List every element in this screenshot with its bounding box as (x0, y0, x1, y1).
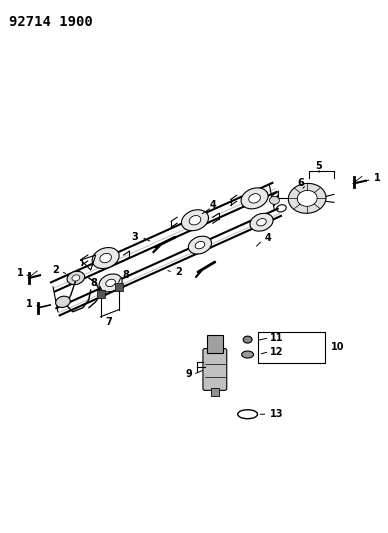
Text: 8: 8 (91, 278, 98, 288)
Text: 13: 13 (269, 409, 283, 419)
Bar (97, 290, 105, 298)
Text: 12: 12 (269, 346, 283, 357)
Text: 3: 3 (132, 232, 139, 242)
Text: 11: 11 (269, 333, 283, 343)
Text: 2: 2 (52, 265, 59, 275)
Text: 4: 4 (210, 200, 217, 211)
Bar (211, 389, 219, 397)
Text: 1: 1 (374, 173, 381, 183)
FancyBboxPatch shape (203, 349, 227, 390)
Ellipse shape (257, 219, 266, 226)
Ellipse shape (106, 279, 115, 287)
Text: 10: 10 (331, 342, 345, 352)
Text: 9: 9 (185, 369, 192, 379)
Text: 7: 7 (105, 317, 112, 327)
Ellipse shape (72, 275, 80, 281)
Bar (207, 335, 223, 352)
Ellipse shape (67, 271, 85, 285)
Ellipse shape (288, 183, 326, 213)
Text: 6: 6 (298, 179, 304, 189)
Text: 1: 1 (26, 299, 33, 309)
Text: 4: 4 (265, 233, 271, 243)
Ellipse shape (100, 253, 111, 263)
Text: 1: 1 (16, 268, 23, 278)
Ellipse shape (92, 247, 119, 269)
Ellipse shape (189, 215, 201, 225)
Ellipse shape (250, 213, 273, 231)
Ellipse shape (55, 296, 70, 308)
Ellipse shape (297, 190, 317, 206)
Ellipse shape (243, 336, 252, 343)
Ellipse shape (269, 196, 279, 204)
Bar (114, 283, 123, 291)
Ellipse shape (249, 193, 260, 203)
Text: 8: 8 (123, 270, 129, 280)
Ellipse shape (242, 351, 254, 358)
Ellipse shape (182, 210, 208, 231)
Bar (258, 332, 325, 364)
Text: 2: 2 (175, 267, 182, 277)
Ellipse shape (99, 274, 122, 292)
Ellipse shape (195, 241, 205, 249)
Ellipse shape (189, 236, 211, 254)
Text: 5: 5 (316, 160, 322, 171)
Text: 92714 1900: 92714 1900 (9, 15, 93, 29)
Ellipse shape (241, 188, 268, 209)
